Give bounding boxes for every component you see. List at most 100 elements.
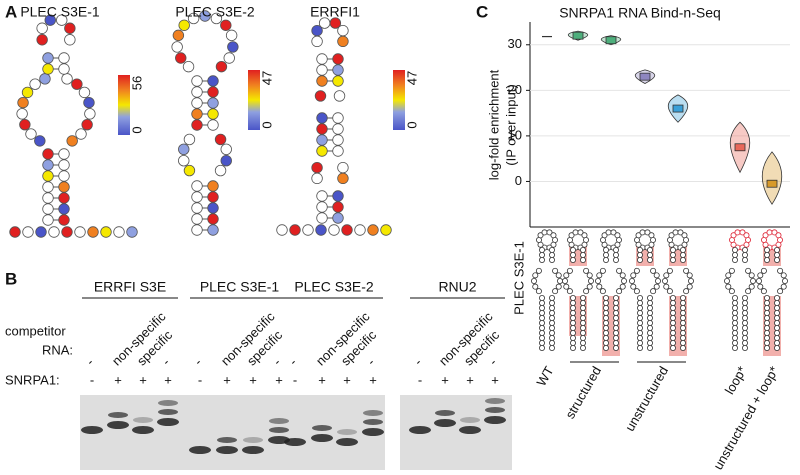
nucleotide xyxy=(535,267,542,274)
nucleotide xyxy=(764,314,771,321)
nucleotide xyxy=(613,324,620,331)
nucleotide xyxy=(337,172,349,185)
nucleotide xyxy=(539,246,546,253)
nucleotide xyxy=(182,60,195,73)
nucleotide xyxy=(42,181,54,193)
snrpa1-label: + xyxy=(275,372,283,387)
nucleotide xyxy=(670,294,677,301)
nucleotide xyxy=(739,229,746,236)
gel-band xyxy=(336,438,358,446)
nucleotide xyxy=(613,299,620,306)
nucleotide xyxy=(42,63,54,75)
nucleotide xyxy=(311,161,323,174)
nucleotide xyxy=(782,277,789,284)
nucleotide xyxy=(332,190,344,202)
nucleotide xyxy=(531,277,538,284)
nucleotide xyxy=(732,299,739,306)
nucleotide xyxy=(562,277,569,284)
nucleotide xyxy=(75,128,87,140)
nucleotide xyxy=(535,288,542,295)
gel-band xyxy=(434,419,456,427)
nucleotide xyxy=(316,112,328,124)
nucleotide xyxy=(639,229,646,236)
gel-band xyxy=(132,426,154,434)
nucleotide xyxy=(311,35,323,48)
nucleotide xyxy=(764,294,771,301)
nucleotide xyxy=(647,339,654,346)
nucleotide xyxy=(603,309,610,316)
nucleotide xyxy=(732,314,739,321)
nucleotide xyxy=(19,118,31,131)
nucleotide xyxy=(764,324,771,331)
nucleotide xyxy=(178,143,190,156)
nucleotide xyxy=(742,309,749,316)
nucleotide xyxy=(36,34,48,46)
nucleotide xyxy=(570,324,577,331)
nucleotide xyxy=(595,277,602,284)
row-label: RNA: xyxy=(42,342,73,357)
nucleotide xyxy=(742,329,749,336)
gel-band xyxy=(312,425,332,431)
nucleotide xyxy=(316,212,328,224)
nucleotide xyxy=(637,294,644,301)
nucleotide xyxy=(171,41,183,53)
nucleotide xyxy=(570,344,577,351)
nucleotide xyxy=(613,339,620,346)
nucleotide xyxy=(666,288,673,295)
gel-band xyxy=(269,427,289,433)
nucleotide xyxy=(42,192,54,204)
snrpa1-label: + xyxy=(369,372,377,387)
nucleotide xyxy=(647,246,654,253)
nucleotide xyxy=(207,224,219,236)
nucleotide xyxy=(570,319,577,326)
nucleotide xyxy=(207,202,219,214)
y-tick-label: 0 xyxy=(515,173,522,188)
nucleotide xyxy=(748,272,755,279)
gel-band xyxy=(216,446,238,454)
nucleotide xyxy=(539,299,546,306)
nucleotide xyxy=(742,339,749,346)
nucleotide xyxy=(549,329,556,336)
gel-band xyxy=(362,428,384,436)
nucleotide xyxy=(191,191,203,203)
nucleotide xyxy=(610,229,617,236)
nucleotide xyxy=(332,64,344,76)
nucleotide xyxy=(207,180,219,192)
nucleotide xyxy=(557,277,564,284)
nucleotide xyxy=(732,256,739,263)
nucleotide xyxy=(183,164,196,177)
nucleotide xyxy=(549,309,556,316)
nucleotide xyxy=(670,299,677,306)
snrpa1-label: + xyxy=(164,372,172,387)
median-box xyxy=(639,72,651,81)
nucleotide xyxy=(210,12,223,25)
nucleotide xyxy=(732,324,739,331)
nucleotide xyxy=(774,344,781,351)
median-box xyxy=(672,104,684,113)
nucleotide xyxy=(316,123,328,135)
snrpa1-label: - xyxy=(418,372,422,387)
nucleotide xyxy=(48,226,60,238)
nucleotide xyxy=(570,246,577,253)
structure-title: ERRFI1 xyxy=(310,4,360,20)
nucleotide xyxy=(742,246,749,253)
nucleotide xyxy=(742,324,749,331)
nucleotide xyxy=(580,299,587,306)
nucleotide xyxy=(633,288,640,295)
nucleotide xyxy=(207,119,219,131)
nucleotide xyxy=(670,319,677,326)
nucleotide xyxy=(35,226,47,238)
median-box xyxy=(734,143,746,152)
nucleotide xyxy=(764,309,771,316)
nucleotide xyxy=(775,241,782,248)
nucleotide xyxy=(337,35,349,48)
nucleotide xyxy=(732,309,739,316)
nucleotide xyxy=(732,334,739,341)
nucleotide xyxy=(580,329,587,336)
nucleotide xyxy=(552,267,559,274)
nucleotide xyxy=(764,319,771,326)
median-box xyxy=(605,36,617,45)
nucleotide xyxy=(191,86,203,98)
nucleotide xyxy=(680,329,687,336)
